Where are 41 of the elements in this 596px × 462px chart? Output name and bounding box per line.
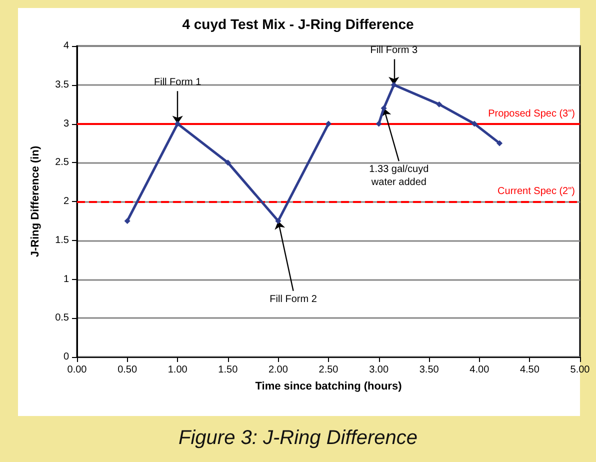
- y-tick-label: 2.5: [55, 157, 70, 168]
- annotation: 1.33 gal/cuyd water added: [369, 164, 429, 188]
- x-axis-title: Time since batching (hours): [255, 380, 402, 392]
- annotation: Fill Form 3: [370, 45, 418, 56]
- point: [376, 120, 382, 127]
- x-tick-label: 0.00: [67, 364, 88, 376]
- y-tick-label: 0.5: [55, 312, 70, 324]
- chart-title: 4 cuyd Test Mix - J-Ring Difference: [182, 16, 414, 32]
- x-tick-label: 4.50: [520, 364, 540, 376]
- x-tick-label: 5.00: [570, 364, 590, 376]
- y-tick-label: 2: [63, 196, 70, 207]
- x-tick-label: 4.00: [470, 364, 490, 376]
- x-tick-label: 1.00: [168, 364, 188, 376]
- y-tick-label: 3.5: [55, 79, 70, 90]
- y-tick-label: 1.5: [55, 234, 70, 246]
- annotation: Fill Form 1: [154, 77, 202, 88]
- x-tick-label: 2.50: [318, 364, 339, 376]
- point: [124, 218, 130, 224]
- y-tick-label: 1: [63, 274, 70, 285]
- point: [275, 218, 282, 224]
- point: [174, 120, 181, 127]
- point: [496, 140, 503, 146]
- point: [471, 120, 478, 127]
- ref-line-label: Proposed Spec (3"): [488, 108, 575, 120]
- point: [390, 82, 397, 88]
- y-tick-label: 3: [63, 118, 70, 130]
- y-tick-label: 0: [63, 352, 70, 362]
- point: [224, 160, 231, 166]
- ref-line-label: Current Spec (2"): [498, 186, 575, 197]
- caption: Figure 3: J-Ring Difference: [178, 427, 418, 449]
- annotation: Fill Form 2: [270, 294, 318, 305]
- x-tick-label: 0.50: [118, 364, 138, 376]
- point: [380, 105, 387, 112]
- x-tick-label: 2.00: [268, 364, 288, 376]
- y-tick-label: 4: [63, 40, 70, 52]
- x-tick-label: 3.00: [369, 364, 389, 376]
- x-tick-label: 3.50: [419, 364, 440, 376]
- x-tick-label: 1.50: [218, 364, 238, 376]
- y-axis-title: J-Ring Difference (in): [30, 146, 42, 258]
- point: [326, 120, 332, 127]
- point: [436, 101, 442, 108]
